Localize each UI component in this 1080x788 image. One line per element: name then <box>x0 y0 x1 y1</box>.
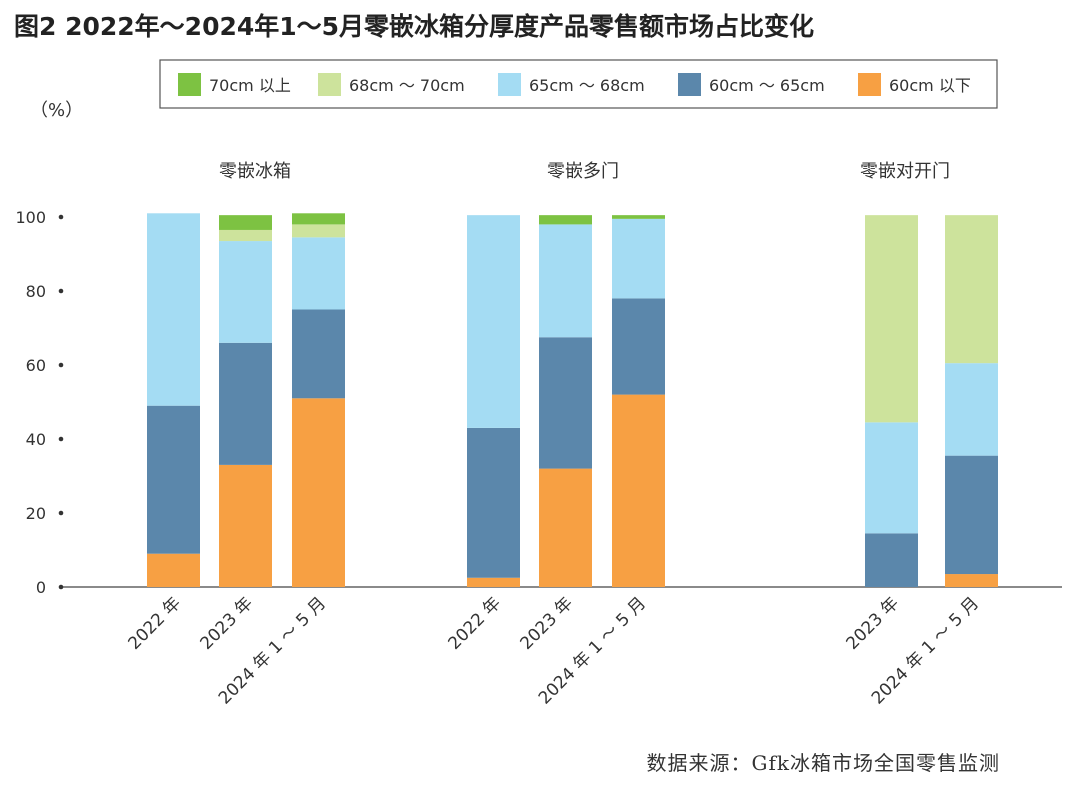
bar-segment <box>292 309 345 399</box>
bar-segment <box>219 464 272 587</box>
bar-segment <box>945 215 998 364</box>
y-tick-mark <box>58 436 64 442</box>
x-category-label: 2023 年 <box>196 593 257 654</box>
bar-segment <box>612 394 665 587</box>
y-tick-mark <box>58 584 64 590</box>
y-tick-mark <box>58 214 64 220</box>
group-title: 零嵌对开门 <box>860 161 950 182</box>
bar-segment <box>292 237 345 310</box>
legend-label: 60cm ～ 65cm <box>709 76 825 95</box>
bar-segment <box>147 405 200 554</box>
bar-segment <box>292 224 345 238</box>
x-category-label: 2023 年 <box>842 593 903 654</box>
legend-label: 68cm ～ 70cm <box>349 76 465 95</box>
group-title: 零嵌冰箱 <box>219 161 291 182</box>
bar-segment <box>865 215 918 423</box>
legend: 70cm 以上 68cm ～ 70cm 65cm ～ 68cm 60cm ～ 65cm… <box>159 59 998 109</box>
bar-segment <box>219 342 272 465</box>
bar-segment <box>945 574 998 587</box>
chart-title: 图2 2022年～2024年1～5月零嵌冰箱分厚度产品零售额市场占比变化 <box>14 12 814 41</box>
legend-label: 65cm ～ 68cm <box>529 76 645 95</box>
bar-segment <box>147 553 200 587</box>
bar-segment <box>612 218 665 299</box>
legend-label: 70cm 以上 <box>209 76 291 95</box>
bar-segment <box>539 215 592 225</box>
y-tick-label: 60 <box>26 356 46 375</box>
bar-segment <box>612 298 665 395</box>
bar-segment <box>539 337 592 469</box>
legend-swatch <box>498 73 521 96</box>
bar-segment <box>219 215 272 230</box>
x-category-label: 2022 年 <box>444 593 505 654</box>
bar-segment <box>467 215 520 428</box>
y-tick-label: 80 <box>26 282 46 301</box>
y-tick-label: 0 <box>36 578 46 597</box>
bar-groups: 零嵌冰箱 零嵌多门 零嵌对开门 <box>147 161 998 587</box>
y-tick-label: 20 <box>26 504 46 523</box>
y-tick-label: 40 <box>26 430 46 449</box>
bar-segment <box>945 455 998 575</box>
bar-segment <box>539 224 592 338</box>
y-tick-mark <box>58 362 64 368</box>
bar-segment <box>539 468 592 587</box>
bar-segment <box>292 213 345 225</box>
y-unit-label: （%） <box>30 100 83 121</box>
legend-swatch <box>858 73 881 96</box>
bar-segment <box>292 398 345 587</box>
bar-segment <box>467 577 520 587</box>
bar-segment <box>945 363 998 456</box>
y-tick-label: 100 <box>15 208 46 227</box>
legend-swatch <box>318 73 341 96</box>
bar-segment <box>219 229 272 242</box>
source-note: 数据来源：Gfk冰箱市场全国零售监测 <box>647 751 1001 775</box>
x-category-label: 2023 年 <box>516 593 577 654</box>
y-tick-mark <box>58 288 64 294</box>
x-category-label: 2022 年 <box>124 593 185 654</box>
bar-segment <box>612 215 665 219</box>
y-tick-mark <box>58 510 64 516</box>
bar-segment <box>467 427 520 578</box>
legend-swatch <box>178 73 201 96</box>
legend-frame <box>159 59 998 109</box>
bar-segment <box>219 241 272 343</box>
bar-segment <box>147 213 200 406</box>
bar-segment <box>865 533 918 587</box>
group-title: 零嵌多门 <box>547 161 619 182</box>
legend-swatch <box>678 73 701 96</box>
bar-segment <box>865 422 918 534</box>
legend-label: 60cm 以下 <box>889 76 971 95</box>
